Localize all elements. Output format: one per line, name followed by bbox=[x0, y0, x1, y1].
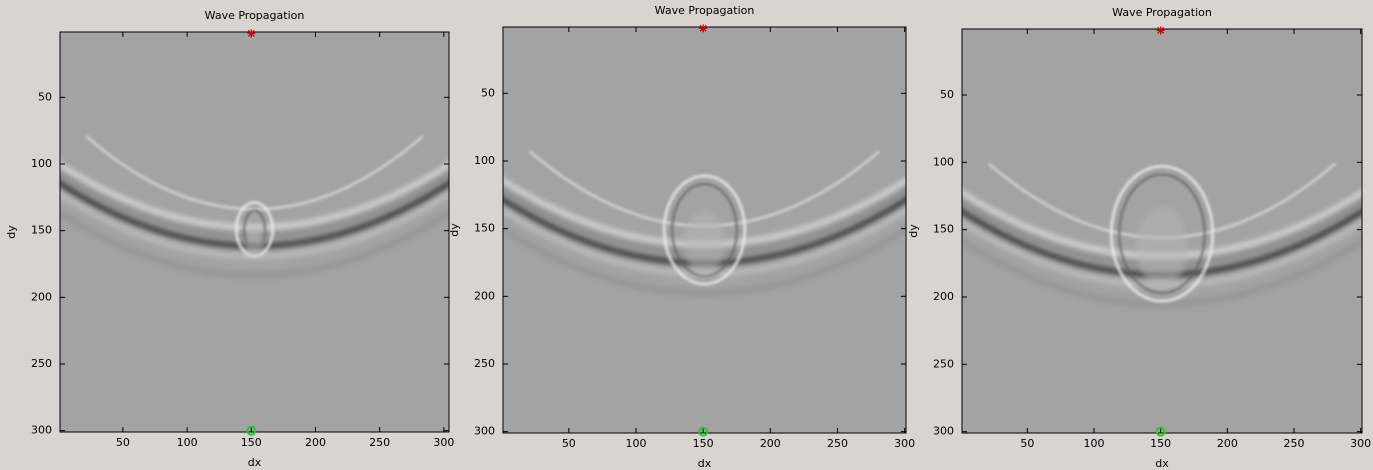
wavefront bbox=[84, 134, 425, 211]
receiver-marker bbox=[698, 426, 709, 437]
ring bbox=[684, 211, 725, 277]
wavefront bbox=[60, 209, 449, 279]
x-tick-label: 50 bbox=[562, 437, 576, 450]
x-tick-label: 100 bbox=[177, 436, 198, 449]
x-tick-label: 300 bbox=[433, 436, 454, 449]
y-tick-label: 300 bbox=[474, 425, 495, 438]
x-tick-label: 250 bbox=[369, 436, 390, 449]
ring bbox=[245, 226, 264, 259]
x-tick-label: 50 bbox=[116, 436, 130, 449]
source-marker bbox=[247, 29, 256, 38]
y-tick-label: 250 bbox=[474, 357, 495, 370]
ring bbox=[1109, 164, 1215, 303]
y-tick-label: 300 bbox=[933, 425, 954, 438]
x-tick-label: 150 bbox=[693, 437, 714, 450]
y-tick-label: 250 bbox=[31, 357, 52, 370]
y-tick-label: 150 bbox=[31, 224, 52, 237]
ring bbox=[1118, 173, 1206, 295]
receiver-marker bbox=[1155, 426, 1166, 437]
receiver-marker bbox=[246, 425, 257, 436]
x-tick-label: 50 bbox=[1020, 437, 1034, 450]
y-tick-label: 150 bbox=[933, 223, 954, 236]
x-axis-label: dx bbox=[248, 456, 262, 469]
x-tick-label: 200 bbox=[1217, 437, 1238, 450]
ring bbox=[1136, 206, 1188, 288]
wavefront bbox=[503, 225, 906, 296]
x-tick-label: 300 bbox=[1350, 437, 1371, 450]
x-tick-label: 150 bbox=[1150, 437, 1171, 450]
wave-field bbox=[503, 150, 906, 296]
y-tick-label: 250 bbox=[933, 357, 954, 370]
panel: Wave Propagation dx dy 50 100 150 200 250 300 50 1… bbox=[448, 4, 915, 470]
x-tick-label: 200 bbox=[760, 437, 781, 450]
y-axis-label: dy bbox=[448, 223, 461, 237]
x-axis-label: dx bbox=[1155, 457, 1169, 470]
chart-title: Wave Propagation bbox=[1112, 6, 1212, 19]
wavefront bbox=[962, 237, 1362, 308]
y-tick-label: 50 bbox=[481, 86, 495, 99]
y-axis-label: dy bbox=[5, 225, 18, 239]
ring bbox=[662, 174, 747, 286]
x-tick-label: 300 bbox=[894, 437, 915, 450]
y-tick-label: 200 bbox=[31, 290, 52, 303]
chart-title: Wave Propagation bbox=[205, 9, 305, 22]
y-tick-label: 300 bbox=[31, 424, 52, 437]
source-marker bbox=[1156, 26, 1165, 35]
source-marker bbox=[699, 24, 708, 33]
wave-field bbox=[60, 134, 449, 279]
y-tick-label: 200 bbox=[474, 289, 495, 302]
y-tick-label: 100 bbox=[31, 157, 52, 170]
x-tick-label: 200 bbox=[305, 436, 326, 449]
y-tick-label: 100 bbox=[474, 154, 495, 167]
panel: Wave Propagation dx dy 50 100 150 200 250 300 50 1… bbox=[907, 6, 1371, 470]
x-tick-label: 100 bbox=[625, 437, 646, 450]
y-tick-label: 150 bbox=[474, 222, 495, 235]
chart-title: Wave Propagation bbox=[655, 4, 755, 17]
x-tick-label: 250 bbox=[827, 437, 848, 450]
wave-field bbox=[962, 162, 1362, 308]
y-tick-label: 200 bbox=[933, 290, 954, 303]
y-axis-label: dy bbox=[907, 224, 920, 238]
x-tick-label: 250 bbox=[1284, 437, 1305, 450]
x-axis-label: dx bbox=[698, 457, 712, 470]
panel: Wave Propagation dx dy 50 100 150 200 250 300 50 1… bbox=[5, 9, 454, 469]
y-tick-label: 100 bbox=[933, 155, 954, 168]
x-tick-label: 100 bbox=[1084, 437, 1105, 450]
x-tick-label: 150 bbox=[241, 436, 262, 449]
y-tick-label: 50 bbox=[38, 90, 52, 103]
y-tick-label: 50 bbox=[940, 88, 954, 101]
